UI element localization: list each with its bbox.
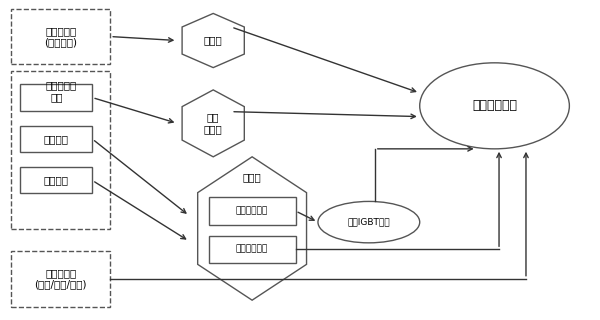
- Text: 软件判断定值: 软件判断定值: [236, 206, 268, 215]
- Text: 装置级保护: 装置级保护: [45, 80, 76, 90]
- Bar: [20, 167, 92, 194]
- Text: 控制器: 控制器: [243, 172, 262, 182]
- Text: 并网开关跳闸: 并网开关跳闸: [472, 99, 517, 112]
- Ellipse shape: [420, 63, 569, 149]
- Text: 直流过压: 直流过压: [44, 134, 69, 144]
- Bar: [20, 126, 92, 152]
- Text: 温度
传感器: 温度 传感器: [204, 113, 223, 134]
- Polygon shape: [182, 13, 244, 68]
- Text: 控制器: 控制器: [204, 36, 223, 45]
- Bar: [11, 9, 110, 64]
- Text: 闭锁IGBT脉冲: 闭锁IGBT脉冲: [347, 218, 390, 227]
- Bar: [20, 84, 92, 111]
- Bar: [209, 236, 296, 263]
- Bar: [11, 251, 110, 307]
- Text: 器件级保护
(模块故障): 器件级保护 (模块故障): [44, 26, 77, 47]
- Bar: [209, 197, 296, 225]
- Text: 输出过流: 输出过流: [44, 175, 69, 185]
- Text: 过温: 过温: [50, 92, 62, 102]
- Polygon shape: [182, 90, 244, 157]
- Text: 硬件判断定值: 硬件判断定值: [236, 245, 268, 254]
- Ellipse shape: [318, 201, 420, 243]
- Polygon shape: [197, 157, 307, 300]
- Bar: [11, 71, 110, 228]
- Text: 系统级保护
(过流/过压/低压): 系统级保护 (过流/过压/低压): [35, 268, 87, 290]
